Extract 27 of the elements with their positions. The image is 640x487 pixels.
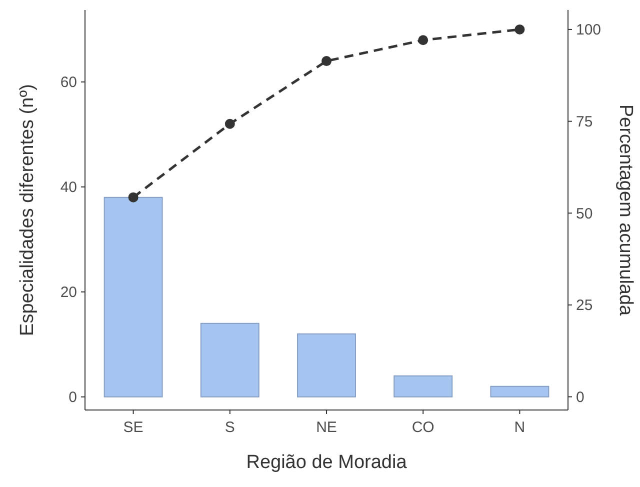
x-tick-label: CO <box>412 419 434 436</box>
y2-tick-label: 0 <box>576 389 584 406</box>
y2-tick-label: 50 <box>576 205 593 222</box>
point <box>224 118 235 129</box>
x-tick-label: SE <box>123 419 144 436</box>
point <box>514 24 525 34</box>
point <box>418 35 428 46</box>
x-axis-title: Região de Moradia <box>246 452 408 473</box>
bar <box>200 322 260 398</box>
point <box>322 56 332 66</box>
bar <box>104 196 163 398</box>
x-tick-label: NE <box>316 419 337 436</box>
y-tick-label: 20 <box>60 284 77 302</box>
y2-tick-label: 100 <box>576 22 602 39</box>
bar <box>394 375 453 398</box>
y2-axis-title: Percentagem acumulada <box>615 104 636 316</box>
point <box>128 192 138 202</box>
bar <box>490 386 550 398</box>
bar <box>297 333 356 398</box>
x-tick-label: S <box>224 419 235 436</box>
y-axis-title: Especialidades diferentes (nº) <box>17 84 38 336</box>
y2-tick-label: 25 <box>576 297 593 314</box>
y-tick-label: 0 <box>68 389 77 406</box>
y2-tick-label: 75 <box>576 114 593 131</box>
y-tick-label: 60 <box>60 74 77 92</box>
y-tick-label: 40 <box>60 179 77 196</box>
x-tick-label: N <box>514 419 526 436</box>
